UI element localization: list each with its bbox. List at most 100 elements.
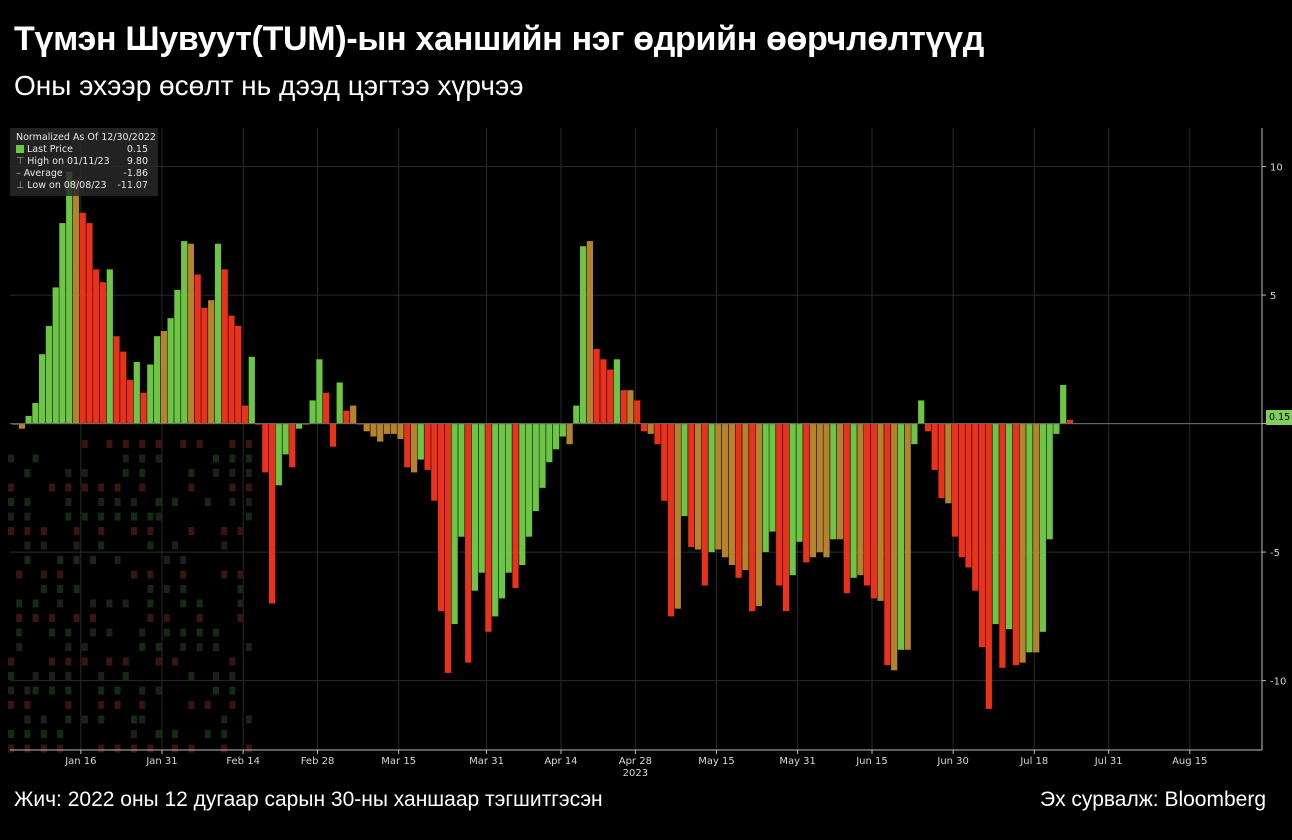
bar [951, 423, 959, 537]
texture-cell [16, 570, 23, 579]
bar [505, 423, 512, 573]
texture-cell [213, 628, 219, 637]
bar [654, 423, 661, 445]
bar [891, 423, 898, 671]
texture-cell [163, 628, 170, 637]
legend-header: Normalized As Of 12/30/2022 [16, 132, 156, 143]
bar [160, 331, 167, 424]
green-square-icon [16, 145, 24, 153]
bar [262, 423, 269, 473]
texture-cell [139, 483, 146, 492]
texture-cell [65, 643, 72, 651]
bar [837, 423, 844, 540]
texture-cell [8, 744, 14, 753]
bar [999, 423, 1006, 668]
texture-cell [229, 483, 236, 492]
texture-cell [229, 686, 236, 695]
last-price-tag: 0.15 [1266, 410, 1292, 425]
bar [931, 423, 938, 470]
bar [877, 423, 884, 601]
bar [438, 423, 445, 612]
bar [140, 392, 147, 424]
bar [451, 423, 458, 625]
texture-cell [16, 614, 23, 622]
bar [1046, 423, 1053, 540]
texture-cell [221, 715, 228, 724]
texture-cell [40, 730, 47, 738]
texture-cell [122, 454, 129, 463]
texture-cell [81, 643, 88, 651]
x-tick-label: Apr 28 [619, 756, 652, 767]
bar [701, 423, 708, 586]
texture-cell [90, 599, 96, 608]
x-tick-label: Apr 14 [544, 756, 577, 767]
bar [749, 423, 756, 612]
texture-cell [196, 628, 203, 637]
bar [857, 423, 864, 576]
texture-cell [172, 730, 178, 738]
texture-cell [40, 527, 47, 535]
bar [411, 423, 418, 473]
texture-cell [155, 512, 162, 521]
bar [580, 246, 587, 424]
texture-cell [65, 483, 72, 492]
legend-item-high: ⊤ High on 01/11/23 [16, 156, 110, 167]
bar [18, 423, 25, 429]
texture-cell [65, 512, 72, 521]
texture-cell [98, 541, 105, 550]
bar [120, 351, 127, 424]
bar [228, 315, 235, 424]
bar [32, 403, 39, 424]
texture-cell [139, 715, 146, 724]
texture-cell [155, 657, 162, 666]
bar [532, 423, 539, 511]
bar [241, 405, 249, 424]
texture-cell [8, 498, 14, 506]
texture-cell [24, 730, 31, 738]
texture-cell [98, 527, 105, 535]
texture-cell [98, 701, 105, 709]
bar [289, 423, 296, 468]
bar [674, 423, 681, 609]
texture-cell [114, 701, 121, 709]
bar [485, 423, 492, 632]
texture-cell [106, 440, 113, 448]
bar [559, 423, 566, 437]
texture-cell [122, 469, 129, 477]
texture-cell [57, 570, 64, 579]
bar [722, 423, 729, 558]
bar [356, 423, 364, 425]
bar [728, 423, 735, 565]
bar [329, 423, 336, 447]
texture-cell [122, 440, 129, 448]
texture-cell [131, 512, 137, 521]
bar [383, 423, 391, 434]
texture-cell [213, 469, 219, 477]
texture-cell [24, 715, 31, 724]
bar [316, 359, 323, 424]
texture-cell [131, 744, 137, 753]
texture-cell [114, 512, 121, 521]
texture-cell [106, 657, 113, 666]
texture-cell [65, 469, 72, 477]
texture-cell [49, 657, 55, 666]
y-axis: 10 5 -5 -10 [1261, 128, 1286, 750]
texture-cell [155, 454, 162, 463]
bar [187, 243, 194, 424]
bar [25, 415, 32, 424]
texture-cell [49, 672, 55, 680]
texture-cell [229, 440, 236, 448]
bar [776, 423, 783, 586]
bar [864, 423, 871, 586]
bar [194, 274, 201, 424]
texture-cell [24, 541, 31, 550]
texture-cell [114, 556, 121, 564]
texture-cell [188, 469, 195, 477]
bar [769, 423, 776, 532]
texture-cell [49, 483, 55, 492]
bar [546, 423, 553, 463]
bars [10, 171, 1262, 709]
texture-cell [32, 686, 39, 695]
low-marker-icon: ⊥ [16, 180, 25, 191]
texture-cell [147, 512, 154, 521]
